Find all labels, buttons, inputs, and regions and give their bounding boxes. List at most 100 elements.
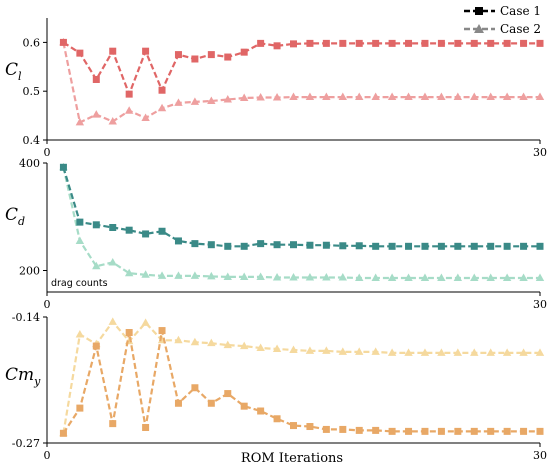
legend-marker-case-1: [475, 7, 483, 15]
data-point: [338, 272, 347, 281]
data-point: [75, 117, 85, 126]
data-point: [470, 273, 479, 282]
data-point: [272, 272, 282, 281]
data-point: [520, 242, 528, 250]
data-point: [142, 230, 150, 238]
data-point: [437, 92, 446, 101]
data-point: [174, 271, 183, 279]
data-point: [290, 40, 297, 48]
data-point: [371, 273, 380, 282]
data-point: [355, 347, 364, 355]
series-line-case-2: [62, 167, 540, 280]
data-point: [503, 242, 511, 250]
y-tick-label: 400: [19, 157, 40, 170]
x-tick-label: 30: [533, 449, 547, 462]
data-point: [142, 423, 150, 431]
data-point: [502, 273, 512, 282]
data-point: [339, 39, 347, 47]
data-point: [454, 39, 462, 47]
data-point: [158, 86, 166, 94]
data-point: [76, 218, 84, 226]
data-point: [372, 242, 380, 250]
data-point: [174, 51, 182, 59]
data-point: [421, 39, 429, 47]
data-point: [108, 257, 117, 266]
data-point: [190, 337, 200, 346]
data-point: [322, 346, 331, 354]
y-tick-label: 0.5: [23, 85, 41, 98]
data-point: [273, 241, 281, 249]
series-line-case-1: [62, 41, 540, 98]
data-point: [289, 92, 298, 101]
data-point: [174, 335, 183, 344]
data-point: [174, 237, 182, 245]
series-line-case-1: [62, 166, 540, 248]
y-axis-label: Cl: [5, 60, 22, 83]
data-point: [535, 273, 545, 282]
x-tick-label: 0: [44, 449, 51, 462]
data-point: [453, 92, 463, 101]
series-line-case-2: [62, 42, 540, 124]
data-point: [519, 348, 528, 356]
data-point: [223, 272, 232, 280]
data-point: [190, 271, 200, 279]
data-point: [437, 273, 446, 282]
data-point: [536, 242, 544, 250]
data-point: [470, 39, 478, 47]
data-point: [240, 341, 249, 350]
data-point: [487, 427, 495, 435]
data-point: [289, 272, 298, 281]
data-point: [404, 92, 413, 101]
data-point: [453, 273, 463, 282]
data-point: [256, 272, 265, 280]
data-point: [124, 268, 134, 277]
data-point: [454, 242, 462, 250]
y-axis-label: Cd: [5, 205, 25, 228]
data-point: [388, 39, 396, 47]
data-point: [503, 427, 511, 435]
data-point: [437, 348, 446, 356]
data-point: [487, 39, 495, 47]
data-point: [387, 348, 397, 356]
data-point: [273, 42, 281, 50]
data-point: [125, 226, 133, 234]
x-tick-label: 30: [533, 146, 547, 159]
data-point: [190, 97, 200, 105]
panel-1: 0.4 0.5 0.6 0 30 Cl: [5, 18, 547, 159]
data-point: [355, 426, 363, 434]
data-point: [223, 340, 232, 349]
data-point: [92, 110, 101, 118]
data-point: [322, 92, 331, 101]
data-point: [272, 344, 282, 352]
series-line-case-2: [62, 320, 540, 434]
data-point: [486, 92, 495, 101]
data-point: [338, 347, 347, 355]
data-point: [224, 390, 232, 398]
data-point: [322, 241, 330, 249]
y-tick-label: -0.14: [12, 311, 40, 324]
data-point: [207, 399, 215, 407]
data-point: [75, 329, 85, 338]
data-point: [92, 261, 101, 270]
data-point: [108, 116, 117, 125]
data-point: [405, 427, 413, 435]
data-point: [224, 242, 232, 250]
data-point: [535, 92, 545, 101]
data-point: [306, 423, 314, 431]
data-point: [372, 426, 380, 434]
data-point: [453, 348, 463, 356]
data-point: [158, 327, 166, 335]
panel-2: 200 400 0 30 Cd drag counts: [5, 157, 547, 311]
series-line-case-1: [62, 330, 540, 434]
x-tick-label: 0: [44, 298, 51, 311]
data-point: [520, 427, 528, 435]
y-axis-label: Cmy: [5, 365, 41, 388]
data-point: [224, 53, 232, 61]
data-point: [420, 348, 430, 356]
data-point: [76, 49, 84, 57]
data-point: [306, 241, 314, 249]
data-point: [421, 242, 429, 250]
data-point: [388, 242, 396, 250]
data-point: [470, 92, 479, 101]
